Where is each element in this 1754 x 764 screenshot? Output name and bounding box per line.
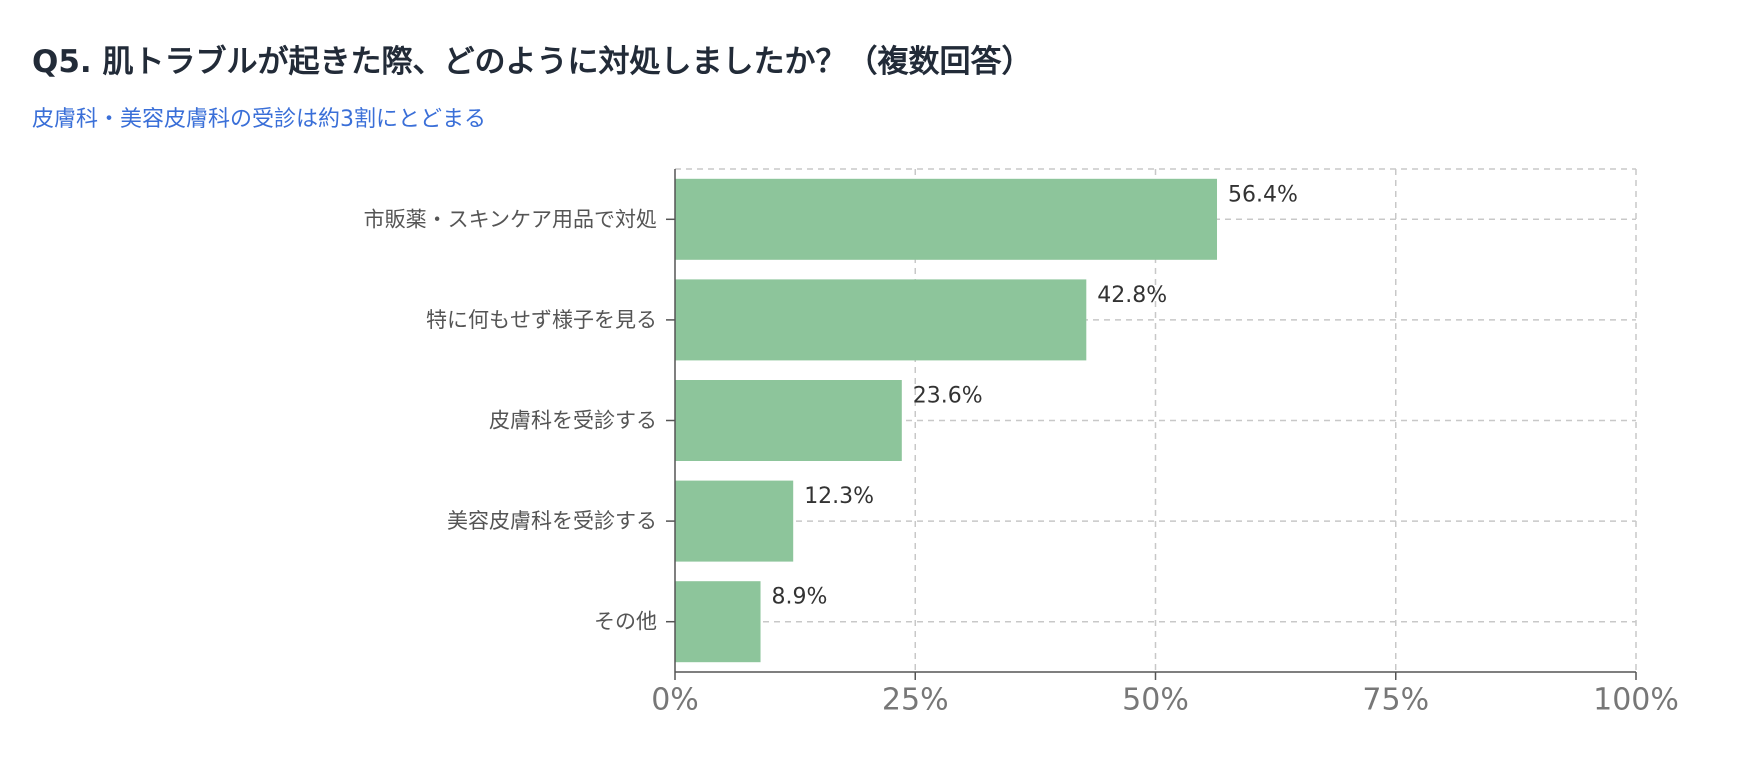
chart-title: Q5. 肌トラブルが起きた際、どのように対処しましたか？（複数回答） xyxy=(32,44,1033,80)
bar-5 xyxy=(675,581,761,663)
bar-4 xyxy=(675,480,794,562)
value-label: 42.8% xyxy=(1097,283,1167,308)
category-label: 市販薬・スキンケア用品で対処 xyxy=(364,207,657,231)
x-tick-label: 0% xyxy=(651,683,699,718)
category-label: その他 xyxy=(594,610,657,634)
x-tick-label: 75% xyxy=(1362,683,1429,718)
value-label: 56.4% xyxy=(1228,182,1298,207)
x-tick-label: 50% xyxy=(1122,683,1189,718)
category-label: 特に何もせず様子を見る xyxy=(426,308,657,332)
x-tick-label: 25% xyxy=(882,683,949,718)
category-label: 皮膚科を受診する xyxy=(489,409,657,433)
bar-2 xyxy=(675,279,1087,361)
bar-1 xyxy=(675,178,1218,260)
value-label: 12.3% xyxy=(804,484,874,509)
bar-3 xyxy=(675,380,902,461)
x-tick-label: 100% xyxy=(1593,683,1679,718)
value-label: 8.9% xyxy=(772,585,828,610)
chart-subtitle: 皮膚科・美容皮膚科の受診は約3割にとどまる xyxy=(32,107,486,132)
category-label: 美容皮膚科を受診する xyxy=(447,509,657,533)
value-label: 23.6% xyxy=(913,384,983,409)
